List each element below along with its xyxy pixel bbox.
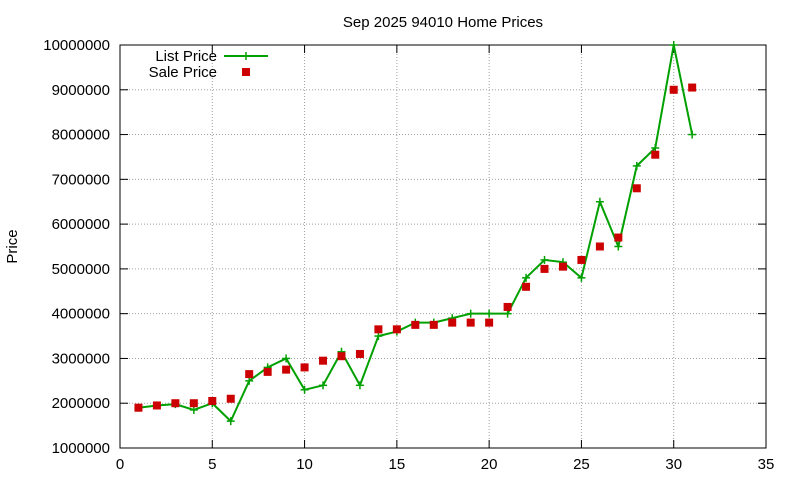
sale-price-point (411, 320, 420, 329)
legend: List Price Sale Price (149, 48, 268, 81)
sale-price-point (319, 356, 328, 365)
y-tick-label: 9000000 (52, 82, 110, 99)
sale-price-point (337, 352, 346, 361)
legend-label-list-price: List Price (155, 48, 217, 65)
sale-price-point (614, 233, 623, 242)
x-tick-label: 15 (389, 456, 406, 473)
sale-price-point (466, 318, 475, 327)
legend-marker-list-price (242, 52, 250, 60)
list-price-point (319, 381, 328, 390)
x-tick-labels: 0 5 10 15 20 25 30 35 (116, 456, 775, 473)
sale-price-point (355, 349, 364, 358)
list-price-point (632, 161, 641, 170)
list-price-point (226, 417, 235, 426)
y-tick-label: 5000000 (52, 261, 110, 278)
sale-price-point (651, 150, 660, 159)
legend-marker-sale-price (242, 68, 250, 76)
sale-price-point (374, 325, 383, 334)
sale-price-point (208, 396, 217, 405)
list-price-point (374, 332, 383, 341)
y-tick-label: 6000000 (52, 216, 110, 233)
list-price-point (540, 255, 549, 264)
axis-ticks (119, 44, 767, 449)
sale-price-point (540, 264, 549, 273)
sale-price-point (134, 403, 143, 412)
x-tick-label: 20 (481, 456, 498, 473)
y-tick-labels: 1000000 2000000 3000000 4000000 5000000 60000… (43, 37, 110, 457)
list-price-point (522, 273, 531, 282)
y-tick-label: 4000000 (52, 306, 110, 323)
chart-title: Sep 2025 94010 Home Prices (343, 14, 543, 31)
list-price-point (189, 405, 198, 414)
sale-price-point (669, 85, 678, 94)
y-tick-label: 2000000 (52, 395, 110, 412)
sale-price-point (632, 184, 641, 193)
plot-frame (119, 44, 767, 449)
sale-price-point (263, 367, 272, 376)
y-axis-label: Price (4, 229, 21, 263)
sale-price-point (522, 282, 531, 291)
list-price-point (595, 197, 604, 206)
list-price-point (577, 273, 586, 282)
list-price-point (245, 376, 254, 385)
sale-price-point (577, 255, 586, 264)
x-tick-label: 30 (665, 456, 682, 473)
list-price-point (466, 309, 475, 318)
x-tick-label: 25 (573, 456, 590, 473)
x-tick-label: 35 (758, 456, 775, 473)
x-tick-label: 5 (208, 456, 216, 473)
list-price-point (669, 41, 678, 49)
list-price-point (300, 385, 309, 394)
sale-price-point (688, 83, 697, 92)
legend-label-sale-price: Sale Price (149, 64, 217, 81)
sale-price-point (245, 370, 254, 379)
sale-price-point (558, 262, 567, 271)
list-price-point (485, 309, 494, 318)
sale-price-point (448, 318, 457, 327)
sale-price-point (300, 363, 309, 372)
sale-price-point (503, 302, 512, 311)
sale-price-point (429, 320, 438, 329)
sale-price-point (595, 242, 604, 251)
sale-price-point (171, 399, 180, 408)
sale-price-point (282, 365, 291, 374)
list-price-line (138, 44, 694, 423)
legend-cross (242, 52, 250, 60)
list-price-point (503, 309, 512, 318)
sale-price-point (189, 399, 198, 408)
y-tick-label: 3000000 (52, 350, 110, 367)
sale-price-point (392, 325, 401, 334)
list-price-point (688, 130, 697, 139)
y-tick-label: 1000000 (52, 440, 110, 457)
x-tick-label: 0 (116, 456, 124, 473)
series-layer (134, 41, 697, 426)
sale-price-point (152, 401, 161, 410)
grid-lines (120, 45, 766, 448)
list-price-point (614, 242, 623, 251)
sale-price-point (226, 394, 235, 403)
list-price-point (651, 143, 660, 152)
y-tick-label: 7000000 (52, 171, 110, 188)
sale-price-point (485, 318, 494, 327)
x-tick-label: 10 (296, 456, 313, 473)
list-price-point (355, 381, 364, 390)
y-tick-label: 8000000 (52, 127, 110, 144)
list-price-point (282, 354, 291, 363)
y-tick-label: 10000000 (43, 37, 110, 54)
